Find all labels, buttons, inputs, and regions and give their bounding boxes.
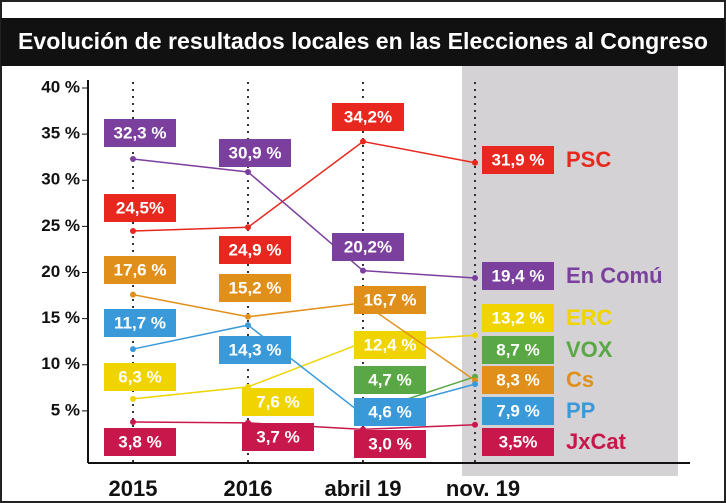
y-tick-label: 25 % xyxy=(41,216,80,235)
series-line xyxy=(132,140,476,232)
data-label: 7,9 % xyxy=(496,401,539,420)
data-label: 3,8 % xyxy=(118,432,161,451)
title-bar xyxy=(1,18,725,66)
label-box xyxy=(219,336,291,364)
data-label: 7,6 % xyxy=(256,392,299,411)
data-label: 32,3 % xyxy=(114,123,167,142)
label-box xyxy=(354,398,426,426)
label-box xyxy=(482,397,554,425)
label-box xyxy=(104,194,176,222)
x-tick-label: 2015 xyxy=(109,476,158,501)
data-label: 4,6 % xyxy=(368,402,411,421)
data-label: 3,7 % xyxy=(256,427,299,446)
x-tick-label: abril 19 xyxy=(324,476,401,501)
label-box xyxy=(104,428,176,456)
data-label: 6,3 % xyxy=(118,367,161,386)
legend-label: JxCat xyxy=(566,429,627,454)
point xyxy=(130,346,136,353)
legend-label: PSC xyxy=(566,147,611,172)
chart-title: Evolución de resultados locales en las E… xyxy=(18,28,708,54)
point xyxy=(245,313,251,320)
point xyxy=(245,322,251,329)
point xyxy=(472,332,478,339)
label-box xyxy=(482,262,554,290)
data-label: 8,7 % xyxy=(496,340,539,359)
label-box xyxy=(104,256,176,284)
label-box xyxy=(482,304,554,332)
y-tick-label: 15 % xyxy=(41,308,80,327)
data-label: 8,3 % xyxy=(496,370,539,389)
data-label: 11,7 % xyxy=(114,313,166,332)
label-box xyxy=(354,286,426,314)
y-tick-label: 30 % xyxy=(41,170,80,189)
data-label: 14,3 % xyxy=(229,340,282,359)
label-box xyxy=(104,363,176,391)
data-label: 13,2 % xyxy=(492,308,545,327)
legend-label: PP xyxy=(566,398,595,423)
data-label: 3,0 % xyxy=(368,434,411,453)
series-line xyxy=(132,293,476,382)
label-box xyxy=(482,428,554,456)
y-tick-label: 20 % xyxy=(41,262,80,281)
label-box xyxy=(482,336,554,364)
label-box xyxy=(219,236,291,264)
legend-label: ERC xyxy=(566,305,613,330)
y-tick-label: 5 % xyxy=(51,400,80,419)
data-label: 31,9 % xyxy=(492,150,545,169)
y-tick-label: 40 % xyxy=(41,77,80,96)
data-label: 19,4 % xyxy=(492,266,545,285)
data-label: 17,6 % xyxy=(114,260,167,279)
point xyxy=(472,159,478,166)
label-box xyxy=(332,103,404,131)
label-box xyxy=(104,119,176,147)
x-tick-label: nov. 19 xyxy=(446,476,520,501)
y-tick-label: 35 % xyxy=(41,124,80,143)
data-label: 34,2% xyxy=(344,107,392,126)
label-box xyxy=(354,366,426,394)
data-label: 15,2 % xyxy=(229,278,282,297)
point xyxy=(360,267,366,274)
point xyxy=(245,224,251,231)
label-box xyxy=(242,388,314,416)
label-box xyxy=(104,309,176,337)
label-box xyxy=(354,430,426,458)
data-label: 30,9 % xyxy=(229,143,282,162)
point xyxy=(130,291,136,298)
y-tick-label: 10 % xyxy=(41,354,80,373)
legend-label: VOX xyxy=(566,337,613,362)
point xyxy=(472,381,478,388)
label-box xyxy=(482,146,554,174)
point xyxy=(245,168,251,175)
point xyxy=(130,395,136,402)
data-label: 4,7 % xyxy=(368,370,411,389)
point xyxy=(130,418,136,425)
point xyxy=(130,227,136,234)
data-label: 3,5% xyxy=(499,432,538,451)
label-box xyxy=(219,274,291,302)
label-box xyxy=(482,366,554,394)
x-tick-label: 2016 xyxy=(224,476,273,501)
data-label: 24,5% xyxy=(116,198,164,217)
label-box xyxy=(354,331,426,359)
data-label: 16,7 % xyxy=(364,290,417,309)
point xyxy=(360,138,366,145)
legend-label: Cs xyxy=(566,367,594,392)
label-box xyxy=(242,423,314,451)
data-label: 12,4 % xyxy=(364,335,417,354)
point xyxy=(130,156,136,163)
point xyxy=(472,275,478,282)
legend-label: En Comú xyxy=(566,263,663,288)
label-box xyxy=(332,233,404,261)
point xyxy=(472,421,478,428)
series-line xyxy=(132,158,476,279)
data-label: 20,2% xyxy=(344,237,392,256)
data-label: 24,9 % xyxy=(229,240,282,259)
label-box xyxy=(219,139,291,167)
